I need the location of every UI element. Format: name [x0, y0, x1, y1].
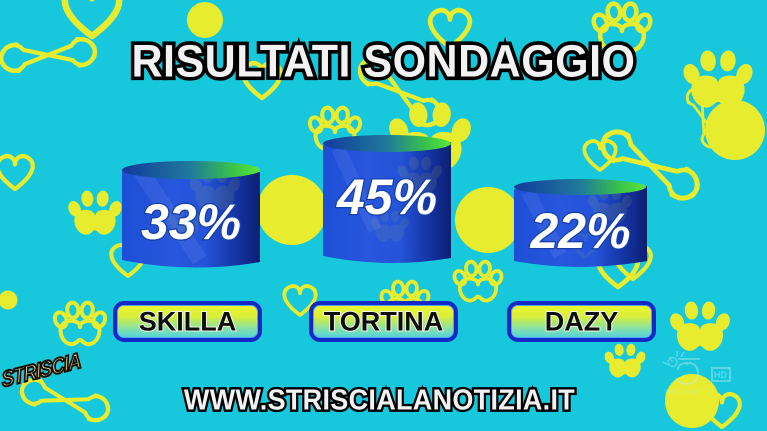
svg-text:HD: HD [714, 370, 727, 380]
svg-text:MEDIASET: MEDIASET [665, 389, 706, 396]
